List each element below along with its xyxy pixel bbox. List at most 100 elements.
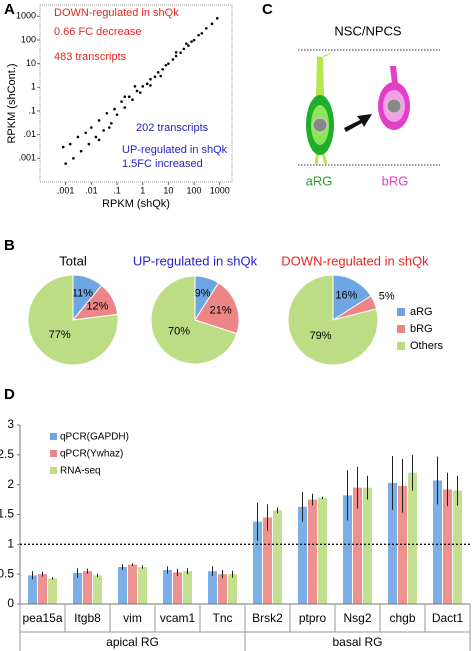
y-tick-label: 100 [21, 34, 36, 44]
y-tick-label: 2.5 [0, 447, 14, 461]
diagram: C NSC/NPCS aRG bRG [262, 1, 440, 188]
point [115, 113, 119, 116]
bar [453, 490, 462, 604]
y-tick-label: .01 [23, 129, 36, 139]
y-tick-label: 2 [7, 477, 14, 491]
x-tick-label: ptpro [299, 611, 327, 625]
bar [253, 521, 262, 604]
point [108, 126, 111, 129]
nucleus [312, 117, 328, 133]
pie-label: 9% [195, 288, 211, 300]
point [215, 17, 219, 20]
point [164, 64, 168, 67]
pie-slice [150, 275, 238, 365]
point [79, 149, 83, 153]
cell-label: aRG [306, 173, 333, 188]
legend-label: aRG [410, 306, 433, 318]
point [120, 100, 123, 103]
bar [408, 472, 417, 604]
point [174, 51, 178, 54]
pie-title: UP-regulated in shQk [133, 253, 258, 268]
bar [318, 497, 327, 604]
point [97, 138, 101, 142]
point [159, 74, 162, 78]
x-tick-label: .01 [85, 185, 98, 195]
annotation: DOWN-regulated in shQk [54, 7, 179, 19]
point [90, 126, 93, 129]
point [123, 106, 127, 109]
legend-swatch [50, 467, 57, 474]
panel-label: A [4, 1, 15, 18]
point [182, 47, 186, 51]
bar [298, 506, 307, 604]
y-tick-label: 0.5 [0, 566, 14, 580]
point [127, 95, 131, 99]
x-tick-label: 1 [140, 185, 145, 195]
pie-label: 11% [72, 288, 93, 300]
pie-slice [194, 282, 240, 335]
annotation: 483 transcripts [54, 51, 127, 63]
pie-label: 77% [49, 329, 71, 341]
x-tick-label: vim [123, 611, 142, 625]
bar [343, 495, 352, 604]
point [135, 89, 139, 93]
pie-slice [27, 274, 119, 366]
bar [48, 578, 57, 604]
bar [363, 487, 372, 604]
pie-title: DOWN-regulated in shQk [281, 253, 429, 268]
point [76, 135, 80, 139]
point [110, 122, 113, 125]
bar [433, 480, 442, 604]
bar [163, 569, 172, 604]
point [68, 142, 72, 146]
point [97, 119, 101, 122]
y-axis-label: RPKM (shCont.) [6, 63, 18, 143]
pie-label: 79% [310, 330, 332, 342]
point [161, 67, 164, 71]
point [167, 62, 170, 65]
legend-swatch [397, 342, 405, 350]
point [200, 32, 204, 35]
bar [218, 574, 227, 604]
point [123, 95, 127, 99]
panel-label: B [4, 237, 15, 254]
point [153, 75, 157, 79]
point [61, 145, 65, 149]
point [131, 98, 134, 101]
point [187, 44, 190, 47]
bar [28, 575, 37, 604]
annotation: UP-regulated in shQk [122, 144, 228, 156]
x-axis-label: RPKM (shQk) [102, 198, 170, 210]
point [138, 91, 142, 94]
bar [118, 567, 127, 604]
pie-title: Total [59, 253, 87, 268]
group-label: apical RG [106, 635, 159, 649]
pie-label: 70% [168, 326, 190, 338]
point [210, 22, 214, 26]
legend-swatch [397, 308, 405, 316]
legend-label: bRG [410, 323, 433, 335]
point [87, 142, 91, 146]
pie-label: 16% [335, 289, 357, 301]
point [145, 82, 149, 86]
bar [138, 567, 147, 604]
point [105, 111, 109, 115]
point [102, 129, 105, 132]
point [156, 71, 160, 74]
point [185, 42, 188, 45]
legend-label: Others [410, 340, 444, 352]
pie-slice [287, 274, 379, 366]
pie-label: 5% [379, 291, 395, 303]
x-tick-label: Dact1 [432, 611, 464, 625]
process [390, 66, 398, 84]
annotation: 202 transcripts [136, 122, 209, 134]
process [312, 52, 332, 96]
legend-swatch [50, 433, 57, 440]
legend-label: RNA-seq [60, 466, 101, 477]
pie-slice [332, 274, 372, 321]
y-tick-label: 3 [7, 417, 14, 431]
annotation: 1.5FC increased [122, 158, 203, 170]
x-tick-label: 10 [163, 185, 173, 195]
point [84, 131, 87, 135]
bar [183, 571, 192, 604]
